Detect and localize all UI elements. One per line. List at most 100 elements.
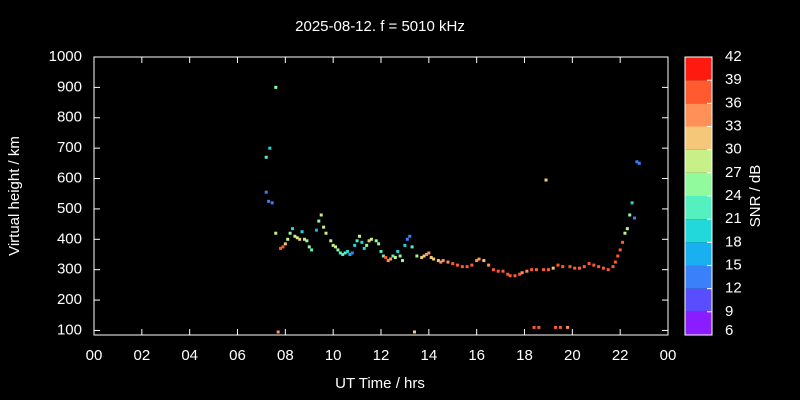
colorbar-segment bbox=[685, 219, 712, 243]
data-point bbox=[264, 155, 268, 159]
chart-title: 2025-08-12. f = 5010 kHz bbox=[295, 18, 465, 35]
data-point bbox=[365, 243, 369, 247]
data-point bbox=[451, 262, 455, 266]
y-axis-label: Virtual height / km bbox=[6, 136, 23, 256]
data-point bbox=[611, 265, 615, 269]
data-point bbox=[530, 268, 534, 272]
colorbar-tick-label: 12 bbox=[725, 280, 742, 297]
data-point bbox=[317, 219, 321, 223]
colorbar-segment bbox=[685, 172, 712, 196]
colorbar-segment bbox=[685, 80, 712, 104]
colorbar-tick-label: 36 bbox=[725, 94, 742, 111]
y-tick-label: 300 bbox=[57, 261, 82, 278]
x-tick-label: 10 bbox=[325, 347, 342, 364]
data-point bbox=[432, 257, 436, 261]
x-tick-label: 08 bbox=[277, 347, 294, 364]
data-point bbox=[405, 237, 409, 241]
y-tick-label: 100 bbox=[57, 321, 82, 338]
data-point bbox=[270, 201, 274, 205]
y-tick-label: 400 bbox=[57, 230, 82, 247]
data-point bbox=[319, 213, 323, 217]
data-point bbox=[568, 265, 572, 269]
data-point bbox=[630, 201, 634, 205]
data-point bbox=[551, 266, 555, 270]
data-point bbox=[369, 237, 373, 241]
colorbar-segment bbox=[685, 288, 712, 312]
data-point bbox=[616, 254, 620, 258]
plot-frame bbox=[93, 56, 669, 336]
data-point bbox=[314, 228, 318, 232]
data-point bbox=[582, 265, 586, 269]
data-point bbox=[360, 240, 364, 244]
data-point bbox=[408, 234, 412, 238]
data-point bbox=[268, 146, 272, 150]
data-point bbox=[618, 248, 622, 252]
data-point bbox=[410, 245, 414, 249]
x-tick-label: 04 bbox=[181, 347, 198, 364]
data-point bbox=[491, 268, 495, 272]
data-point bbox=[446, 260, 450, 264]
data-point bbox=[298, 237, 302, 241]
data-point bbox=[396, 249, 400, 253]
data-point bbox=[302, 237, 306, 241]
data-point bbox=[420, 256, 424, 260]
data-point bbox=[322, 225, 326, 229]
data-point bbox=[355, 239, 359, 243]
data-point bbox=[477, 257, 481, 261]
data-point bbox=[637, 161, 641, 165]
colorbar-tick-label: 30 bbox=[725, 141, 742, 158]
data-point bbox=[532, 325, 536, 329]
data-point bbox=[621, 240, 625, 244]
data-point bbox=[274, 85, 278, 89]
data-point bbox=[558, 325, 562, 329]
colorbar-tick-label: 39 bbox=[725, 71, 742, 88]
colorbar-segment bbox=[685, 103, 712, 127]
colorbar-segment bbox=[685, 265, 712, 289]
data-point bbox=[305, 239, 309, 243]
data-point bbox=[625, 227, 629, 231]
data-point bbox=[556, 263, 560, 267]
data-point bbox=[508, 274, 512, 278]
data-point bbox=[324, 231, 328, 235]
colorbar-tick-label: 42 bbox=[725, 48, 742, 65]
data-point bbox=[307, 245, 311, 249]
data-point bbox=[465, 265, 469, 269]
data-point bbox=[288, 231, 292, 235]
colorbar-segment bbox=[685, 311, 712, 335]
x-tick-label: 20 bbox=[564, 347, 581, 364]
data-point bbox=[295, 236, 299, 240]
data-point bbox=[546, 268, 550, 272]
data-point bbox=[336, 248, 340, 252]
data-point bbox=[544, 178, 548, 182]
data-point bbox=[291, 227, 295, 231]
data-point bbox=[456, 263, 460, 267]
x-tick-label: 12 bbox=[373, 347, 390, 364]
data-point bbox=[286, 237, 290, 241]
x-tick-label: 06 bbox=[229, 347, 246, 364]
data-point bbox=[279, 246, 283, 250]
colorbar-segment bbox=[685, 149, 712, 173]
data-point bbox=[415, 254, 419, 258]
data-point bbox=[482, 259, 486, 263]
data-point bbox=[597, 265, 601, 269]
data-point bbox=[496, 269, 500, 273]
y-tick-label: 800 bbox=[57, 109, 82, 126]
data-point bbox=[329, 239, 333, 243]
data-point bbox=[578, 266, 582, 270]
data-point bbox=[377, 242, 381, 246]
data-point bbox=[374, 239, 378, 243]
data-point bbox=[310, 248, 314, 252]
data-point bbox=[398, 254, 402, 258]
data-point bbox=[633, 216, 637, 220]
data-point bbox=[422, 254, 426, 258]
data-point bbox=[635, 160, 639, 164]
colorbar-label: SNR / dB bbox=[747, 165, 764, 228]
data-point bbox=[283, 242, 287, 246]
colorbar-tick-label: 15 bbox=[725, 256, 742, 273]
data-point bbox=[343, 251, 347, 255]
data-point bbox=[424, 252, 428, 256]
data-point bbox=[346, 249, 350, 253]
data-point bbox=[300, 230, 304, 234]
y-tick-label: 900 bbox=[57, 78, 82, 95]
